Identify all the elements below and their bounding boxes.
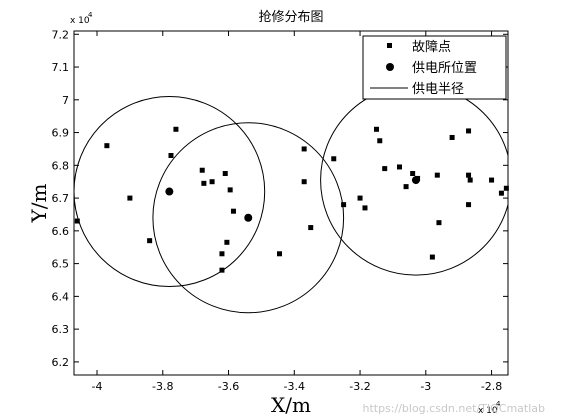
fault-point-marker [429, 254, 435, 260]
y-exponent-label: x 10 4 [70, 11, 93, 26]
fault-point-marker [403, 184, 409, 190]
station-point-marker [165, 187, 174, 196]
fault-point-marker [362, 205, 368, 211]
fault-point-marker [466, 128, 472, 134]
fault-point-marker [466, 202, 472, 208]
station-point-marker [411, 176, 420, 185]
fault-point-marker [147, 238, 153, 244]
y-tick-label: 6.4 [52, 290, 70, 303]
svg-text:x 10: x 10 [478, 406, 498, 416]
y-tick-label: 7.2 [52, 28, 70, 41]
y-tick-label: 6.7 [52, 192, 70, 205]
y-tick-label: 6.2 [52, 356, 70, 369]
y-axis-label: Y/m [27, 184, 51, 224]
x-axis-label: X/m [271, 393, 311, 417]
fault-point-marker [227, 187, 233, 193]
supply-radius-circle [152, 122, 345, 314]
chart-title: 抢修分布图 [258, 9, 323, 25]
fault-point-marker [219, 267, 225, 273]
fault-point-marker [410, 171, 416, 177]
svg-text:4: 4 [88, 11, 93, 19]
fault-point-marker [127, 195, 133, 201]
fault-point-marker [222, 171, 228, 177]
fault-point-marker [173, 126, 179, 132]
y-tick-label: 6.5 [52, 258, 70, 271]
supply-radius-circle [74, 96, 266, 288]
fault-point-marker [201, 180, 207, 186]
fault-point-marker [209, 179, 215, 185]
fault-point-marker [199, 167, 205, 173]
fault-point-marker [377, 138, 383, 144]
x-tick-label: -3.2 [349, 380, 370, 393]
fault-point-marker [276, 251, 282, 257]
station-points [165, 176, 420, 222]
station-point-marker [244, 213, 253, 222]
legend-label-fault: 故障点 [412, 40, 451, 55]
fault-point-marker [436, 220, 442, 226]
fault-point-marker [219, 251, 225, 257]
y-tick-label: 7.1 [52, 61, 70, 74]
fault-point-marker [466, 172, 472, 178]
x-tick-label: -3.8 [152, 380, 173, 393]
fault-point-marker [331, 156, 337, 162]
x-tick-label: -2.8 [481, 380, 502, 393]
y-axis-ticks: 6.2 6.3 6.4 6.5 6.6 6.7 6.8 6.9 7 7.1 7.2 [52, 28, 508, 369]
x-axis-ticks: -4 -3.8 -3.6 -3.4 -3.2 -3 -2.8 [92, 31, 502, 393]
y-tick-label: 6.3 [52, 323, 70, 336]
fault-point-marker [301, 146, 307, 152]
fault-point-marker [74, 218, 80, 224]
fault-point-marker [434, 172, 440, 178]
svg-text:4: 4 [496, 400, 501, 408]
y-tick-label: 6.8 [52, 159, 70, 172]
x-tick-label: -3.6 [218, 380, 239, 393]
fault-point-marker [301, 179, 307, 185]
fault-point-marker [382, 166, 388, 172]
svg-text:x 10: x 10 [70, 16, 90, 26]
legend-square-marker [387, 43, 392, 48]
fault-point-marker [397, 164, 402, 170]
fault-point-marker [224, 239, 230, 245]
fault-point-marker [467, 177, 473, 183]
fault-point-marker [498, 190, 504, 196]
x-tick-label: -4 [92, 380, 103, 393]
fault-point-marker [373, 126, 379, 132]
fault-point-marker [449, 134, 455, 140]
legend-circle-marker [386, 63, 394, 71]
radius-circles [74, 84, 508, 314]
watermark: https://blog.csdn.net/TIQCmatlab [362, 402, 545, 415]
fault-point-marker [168, 152, 174, 158]
legend: 故障点 供电所位置 供电半径 [362, 35, 507, 100]
y-tick-label: 6.9 [52, 127, 70, 140]
x-tick-label: -3.4 [284, 380, 305, 393]
legend-label-radius: 供电半径 [412, 82, 464, 97]
fault-point-marker [341, 202, 347, 208]
legend-label-station: 供电所位置 [412, 61, 477, 76]
x-exponent-label: x 10 4 [478, 400, 501, 416]
fault-point-marker [308, 225, 314, 231]
x-tick-label: -3 [420, 380, 431, 393]
y-tick-label: 6.6 [52, 225, 70, 238]
fault-point-marker [357, 195, 363, 201]
fault-point-marker [104, 143, 110, 149]
fault-point-marker [503, 185, 509, 191]
y-tick-label: 7 [62, 94, 69, 107]
fault-point-marker [230, 208, 236, 214]
fault-point-marker [489, 177, 495, 183]
